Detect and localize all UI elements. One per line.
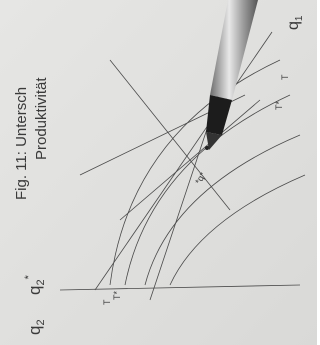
label: q [25,326,44,335]
label: q [25,286,44,295]
label-sub: 2 [35,319,47,325]
photo: Fig. 11: Untersch Produktivität q2 q2* q… [0,0,317,345]
label-sub: 2 [35,279,47,285]
point [205,146,209,150]
label-sub: 1 [294,15,305,21]
paper [0,0,317,345]
label-t: T [102,299,112,305]
label: q [285,21,302,30]
page: {"caption": {"title": "Fig. 11: Untersch… [0,0,317,345]
caption-title: Fig. 11: Untersch [13,87,30,200]
label-sup: * [23,274,35,279]
label-tstar: T* [274,101,284,110]
label-tstar: T* [112,291,122,300]
caption-subtitle: Produktivität [33,77,50,160]
label-t: T [280,74,290,80]
